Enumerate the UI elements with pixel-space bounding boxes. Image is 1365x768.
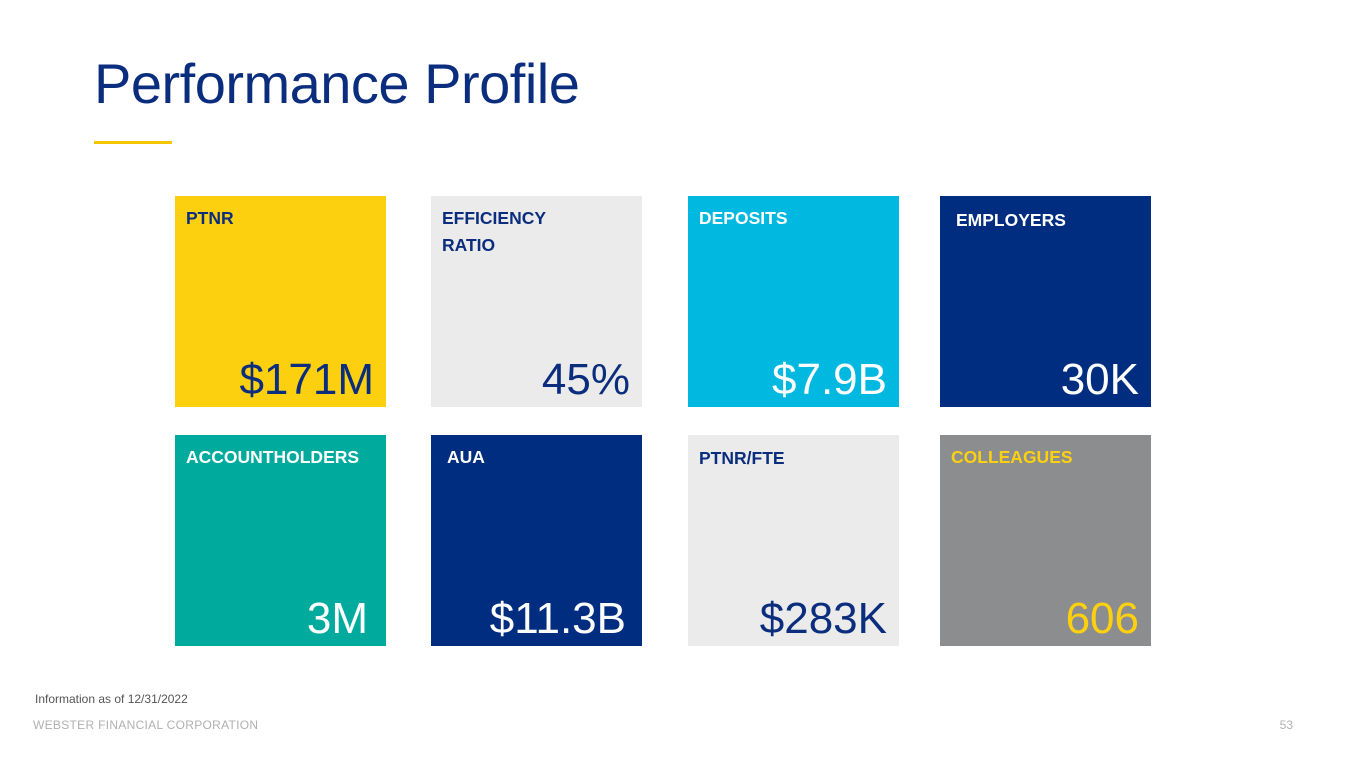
tile-efficiency-ratio: EFFICIENCY RATIO 45% xyxy=(431,196,642,407)
tile-deposits: DEPOSITS $7.9B xyxy=(688,196,899,407)
tile-label: AUA xyxy=(447,447,485,467)
tile-value: $283K xyxy=(759,594,887,643)
tile-value: 606 xyxy=(1065,594,1139,643)
tile-aua: AUA $11.3B xyxy=(431,435,642,646)
tile-value: 45% xyxy=(541,355,630,404)
tile-label: EFFICIENCY RATIO xyxy=(442,208,546,255)
tile-label: PTNR/FTE xyxy=(699,448,785,468)
tile-employers: EMPLOYERS 30K xyxy=(940,196,1151,407)
tile-label: COLLEAGUES xyxy=(951,447,1073,467)
page-number: 53 xyxy=(1279,718,1293,732)
footnote: Information as of 12/31/2022 xyxy=(35,692,188,706)
tile-accountholders: ACCOUNTHOLDERS 3M xyxy=(175,435,386,646)
tile-label: ACCOUNTHOLDERS xyxy=(186,447,360,467)
tile-ptnr-fte: PTNR/FTE $283K xyxy=(688,435,899,646)
tile-value: $171M xyxy=(239,355,374,404)
tile-ptnr: PTNR $171M xyxy=(175,196,386,407)
tile-label: PTNR xyxy=(186,208,234,228)
footer-company-name: WEBSTER FINANCIAL CORPORATION xyxy=(33,718,259,732)
tile-colleagues: COLLEAGUES 606 xyxy=(940,435,1151,646)
tile-label: DEPOSITS xyxy=(699,208,788,228)
tile-value: 30K xyxy=(1060,355,1139,404)
tile-value: $11.3B xyxy=(489,594,626,643)
tile-value: $7.9B xyxy=(772,355,887,404)
tile-value: 3M xyxy=(306,594,368,643)
tile-label: EMPLOYERS xyxy=(956,210,1066,230)
page-title: Performance Profile xyxy=(94,52,580,115)
title-accent-rule xyxy=(94,141,172,144)
